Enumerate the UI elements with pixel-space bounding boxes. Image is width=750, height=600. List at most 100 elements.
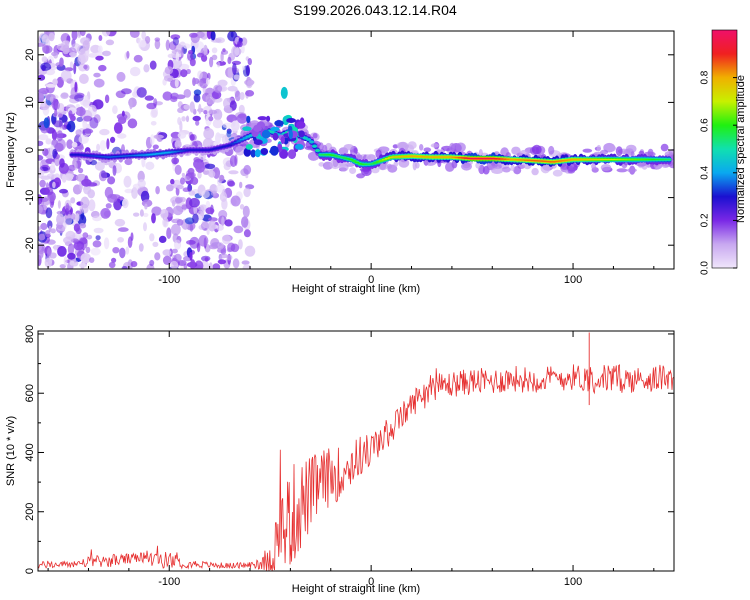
spectrogram-noise-blob xyxy=(171,49,182,55)
spectrogram-noise-blob xyxy=(38,154,44,161)
spectrogram-noise-blob xyxy=(90,247,101,256)
spectrogram-noise-blob xyxy=(87,53,98,58)
spectrogram-noise-blob xyxy=(85,246,91,254)
spectrogram-noise-blob xyxy=(175,196,183,203)
spectrogram-noise-blob xyxy=(93,78,105,88)
spectrogram-ridge-cell xyxy=(233,141,239,144)
spectrogram-noise-blob xyxy=(77,214,87,226)
spectrogram-noise-blob xyxy=(218,253,229,259)
spectrogram-noise-blob xyxy=(100,208,111,219)
spectrogram-noise-blob xyxy=(226,106,233,114)
spectrogram-ridge-cell xyxy=(351,160,357,162)
spectrogram-halo-blob xyxy=(582,148,593,153)
spectrogram-noise-blob xyxy=(69,52,77,57)
spectrogram-noise-blob xyxy=(83,115,93,122)
spectrogram-burst-blob xyxy=(288,129,293,140)
spectrogram-noise-blob xyxy=(95,55,104,61)
spectrogram-ridge-cell xyxy=(242,137,248,139)
spectrogram-noise-blob xyxy=(55,138,66,151)
spectrogram-noise-blob xyxy=(133,212,140,217)
spectrogram-noise-blob xyxy=(75,106,86,117)
spectrogram-noise-blob xyxy=(41,56,48,63)
spectrogram-noise-blob xyxy=(245,90,255,97)
spectrogram-noise-blob xyxy=(54,101,60,110)
spectrogram-noise-blob xyxy=(40,102,46,107)
spectrogram-noise-blob xyxy=(181,172,185,178)
spectrogram-noise-blob xyxy=(195,120,200,126)
spectrogram-noise-blob xyxy=(58,113,63,118)
spectrogram-noise-blob xyxy=(65,202,70,212)
spectrogram-noise-blob xyxy=(138,243,144,252)
spectrogram-noise-blob xyxy=(239,92,245,100)
spectrogram-noise-blob xyxy=(222,122,233,129)
spectrogram-noise-blob xyxy=(198,235,209,247)
spectrogram-noise-blob xyxy=(106,138,110,150)
spectrogram-noise-blob xyxy=(78,223,87,229)
spectrogram-halo-blob xyxy=(501,166,511,173)
spectrogram-noise-blob xyxy=(119,247,126,259)
spectrogram-halo-blob xyxy=(430,143,440,148)
spectrogram-noise-blob xyxy=(154,37,161,42)
spectrogram-noise-blob xyxy=(103,237,110,250)
spectrogram-halo-blob xyxy=(365,153,376,163)
spectrogram-noise-blob xyxy=(56,130,64,142)
spectrogram-noise-blob xyxy=(105,39,115,46)
spectrogram-noise-blob xyxy=(48,181,53,189)
spectrogram-noise-blob xyxy=(43,117,50,129)
spectrogram-noise-blob xyxy=(111,257,117,263)
spectrogram-noise-blob xyxy=(121,110,125,117)
spectrogram-noise-blob xyxy=(206,227,210,235)
spectrogram-noise-blob xyxy=(54,156,60,167)
spectrogram-noise-blob xyxy=(208,244,219,250)
spectrogram-noise-blob xyxy=(153,134,164,139)
spectrogram-noise-blob xyxy=(117,133,127,139)
spectrogram-noise-blob xyxy=(90,44,101,54)
spectrogram-y-tick-label: 10 xyxy=(24,96,36,108)
spectrogram-noise-blob xyxy=(45,207,53,219)
spectrogram-noise-blob xyxy=(89,257,95,263)
spectrogram-x-axis-label: Height of straight line (km) xyxy=(292,283,420,295)
spectrogram-halo-blob xyxy=(356,173,365,179)
spectrogram-noise-blob xyxy=(232,258,240,269)
spectrogram-noise-blob xyxy=(171,58,183,69)
spectrogram-noise-blob xyxy=(233,74,240,80)
spectrogram-noise-blob xyxy=(216,224,224,231)
spectrogram-noise-blob xyxy=(171,157,180,165)
spectrogram-noise-blob xyxy=(245,77,253,89)
spectrogram-noise-blob xyxy=(39,179,46,188)
spectrogram-noise-blob xyxy=(183,43,191,49)
spectrogram-noise-blob xyxy=(149,233,155,242)
spectrogram-noise-blob xyxy=(171,199,176,207)
spectrogram-noise-blob xyxy=(38,233,46,241)
spectrogram-noise-blob xyxy=(38,242,42,251)
spectrogram-noise-blob xyxy=(70,197,76,204)
spectrogram-noise-blob xyxy=(243,164,252,175)
spectrogram-noise-blob xyxy=(117,116,127,124)
spectrogram-burst-blob xyxy=(260,148,269,155)
spectrogram-noise-blob xyxy=(98,35,103,41)
spectrogram-y-tick-label: -20 xyxy=(24,237,36,253)
spectrogram-noise-blob xyxy=(241,65,245,71)
spectrogram-noise-blob xyxy=(243,187,251,198)
snr-y-tick-label: 800 xyxy=(24,325,36,343)
spectrogram-noise-blob xyxy=(112,247,120,254)
spectrogram-noise-blob xyxy=(121,88,132,95)
spectrogram-noise-blob xyxy=(208,220,216,232)
spectrogram-noise-blob xyxy=(205,77,210,85)
spectrogram-halo-blob xyxy=(491,167,503,174)
spectrogram-noise-blob xyxy=(47,173,55,179)
spectrogram-halo-blob xyxy=(511,146,521,155)
spectrogram-ridge-cell xyxy=(302,137,309,139)
spectrogram-noise-blob xyxy=(83,64,88,70)
spectrogram-ridge-cell xyxy=(348,158,354,161)
spectrogram-noise-blob xyxy=(171,223,181,236)
spectrogram-halo-blob xyxy=(393,161,399,167)
spectrogram-noise-blob xyxy=(102,50,111,57)
spectrogram-noise-blob xyxy=(101,31,111,37)
spectrogram-noise-blob xyxy=(129,98,133,110)
spectrogram-noise-blob xyxy=(196,52,205,58)
spectrogram-noise-blob xyxy=(117,227,129,232)
spectrogram-ridge-cell xyxy=(309,141,315,143)
spectrogram-noise-blob xyxy=(217,242,224,250)
spectrogram-noise-blob xyxy=(190,259,196,269)
